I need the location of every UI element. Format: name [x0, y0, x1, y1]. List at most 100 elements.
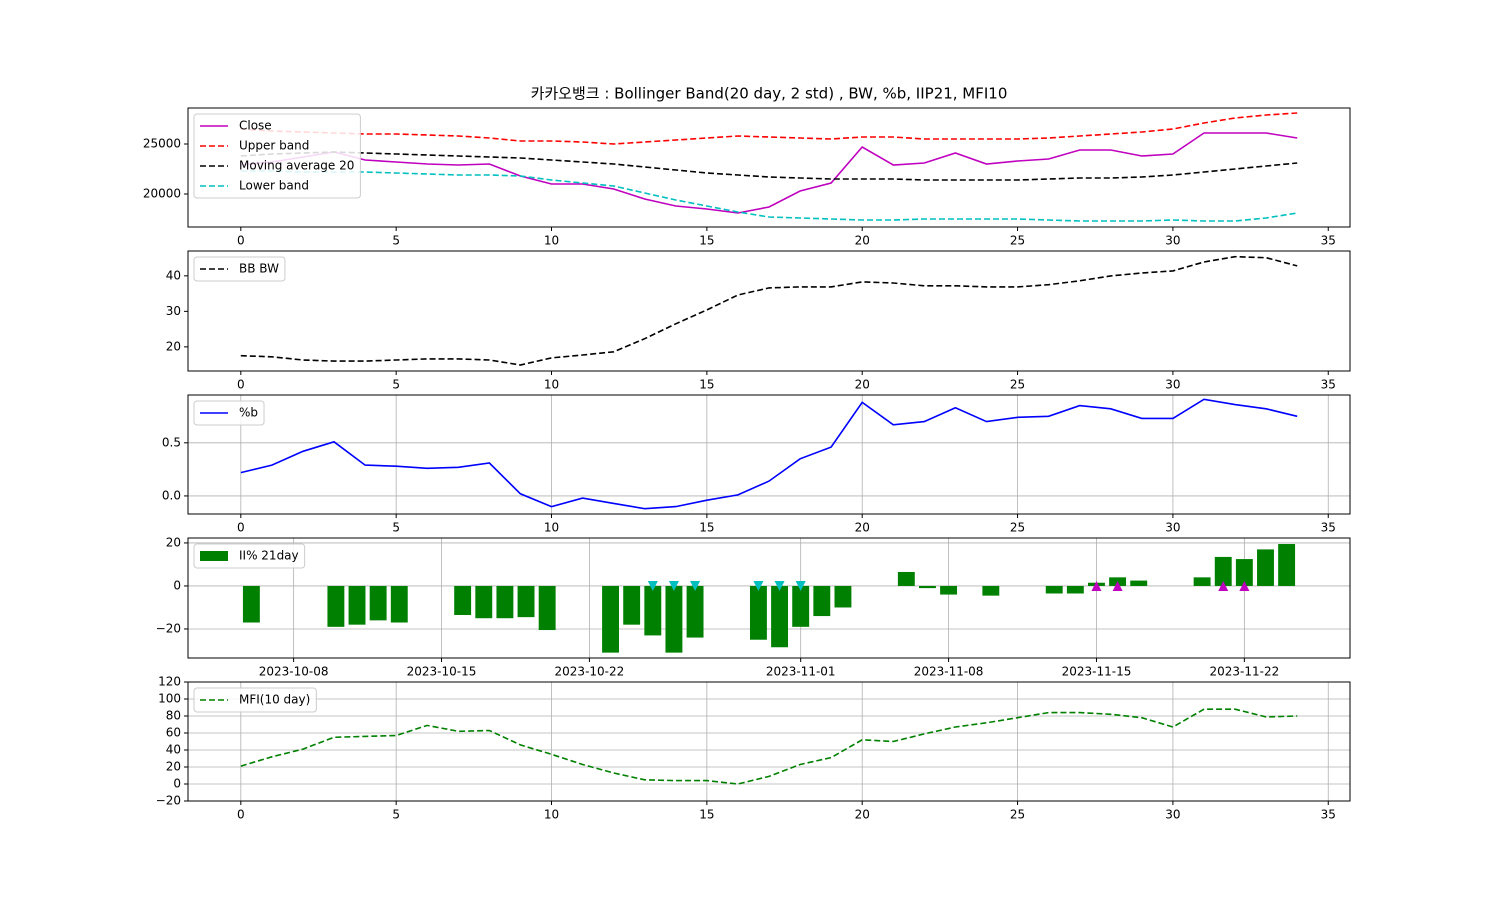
panel: −20 0 20 40 60 80 100 120 0 5 10 15 20 25 30 35 MFI(10 d…	[156, 675, 1351, 822]
axes-frame	[187, 250, 1351, 372]
x-tick-label: 15	[699, 234, 714, 248]
x-tick-label: 15	[699, 808, 714, 822]
bar	[982, 585, 1000, 596]
legend-swatch	[200, 551, 228, 561]
x-tick-label: 25	[1010, 234, 1025, 248]
marker	[1091, 580, 1102, 591]
legend-label: Upper band	[239, 139, 309, 153]
bar	[496, 585, 514, 619]
marker	[1218, 580, 1229, 591]
y-tick-label: 120	[158, 675, 181, 689]
x-tick-label: 0	[237, 808, 245, 822]
x-tick-label: 25	[1010, 808, 1025, 822]
y-tick-label: 0.5	[162, 435, 181, 449]
x-tick-label: 10	[544, 521, 559, 535]
x-tick-label: 30	[1165, 521, 1180, 535]
line	[240, 398, 1298, 510]
axes-frame	[187, 681, 1351, 802]
x-tick-label: 5	[392, 378, 400, 392]
x-tick-label: 20	[855, 521, 870, 535]
bar	[1257, 549, 1274, 586]
bar	[940, 585, 958, 595]
y-tick-label: 0	[173, 777, 181, 791]
bar	[919, 585, 936, 589]
panel: −20 0 20 2023-10-08 2023-10-15 2023-10-22 2023…	[156, 535, 1351, 679]
bar	[771, 585, 789, 648]
x-tick-label: 20	[855, 808, 870, 822]
x-tick-label: 20	[855, 234, 870, 248]
x-tick-label: 10	[544, 234, 559, 248]
y-tick-label: −20	[156, 621, 181, 635]
legend-label: Moving average 20	[239, 159, 354, 173]
marker	[1112, 580, 1123, 591]
y-tick-label: 40	[166, 743, 181, 757]
bar	[623, 585, 641, 625]
x-tick-label: 2023-11-08	[914, 665, 984, 679]
plot-area	[240, 708, 1298, 785]
legend: II% 21day	[193, 543, 306, 569]
x-tick-label: 35	[1321, 234, 1336, 248]
x-tick-label: 5	[392, 234, 400, 248]
bar	[348, 585, 366, 625]
y-tick-label: 100	[158, 692, 181, 706]
panel: 20000 25000 0 5 10 15 20 25 30 35 Close Upper band M…	[143, 107, 1351, 248]
bar	[1193, 577, 1211, 586]
x-tick-label: 25	[1010, 521, 1025, 535]
line	[240, 132, 1298, 214]
line	[240, 708, 1298, 785]
x-tick-label: 5	[392, 808, 400, 822]
y-tick-label: 20	[166, 760, 181, 774]
y-tick-label: 20000	[143, 187, 181, 201]
bar	[897, 571, 915, 586]
legend-label: Lower band	[239, 179, 309, 193]
plot-area	[242, 544, 1296, 653]
x-tick-label: 35	[1321, 521, 1336, 535]
bar	[517, 585, 535, 618]
line	[240, 170, 1298, 222]
x-tick-label: 15	[699, 521, 714, 535]
bar	[369, 585, 387, 621]
legend-label: %b	[239, 406, 258, 420]
y-tick-label: 0	[173, 578, 181, 592]
x-tick-label: 5	[392, 521, 400, 535]
x-tick-label: 30	[1165, 378, 1180, 392]
legend-label: Close	[239, 119, 272, 133]
y-tick-label: 30	[166, 304, 181, 318]
legend: Close Upper band Moving average 20 Lower ba…	[193, 113, 361, 199]
bar	[749, 585, 767, 640]
bar	[454, 585, 472, 615]
marker	[753, 580, 764, 591]
axes-frame	[187, 107, 1351, 228]
x-tick-label: 20	[855, 378, 870, 392]
x-tick-label: 10	[544, 808, 559, 822]
panel: 20 30 40 0 5 10 15 20 25 30 35 BB BW	[166, 250, 1351, 392]
bar	[242, 585, 260, 623]
line	[240, 255, 1298, 366]
bar	[813, 585, 831, 617]
x-tick-label: 0	[237, 234, 245, 248]
x-tick-label: 30	[1165, 234, 1180, 248]
bar	[1066, 585, 1084, 594]
legend: MFI(10 day)	[193, 687, 317, 713]
marker	[795, 580, 806, 591]
legend-box	[193, 400, 265, 426]
bar	[602, 585, 619, 653]
legend-box	[193, 543, 306, 569]
y-tick-label: 80	[166, 709, 181, 723]
y-tick-label: 60	[166, 726, 181, 740]
x-tick-label: 2023-10-22	[555, 665, 625, 679]
x-tick-label: 2023-11-01	[766, 665, 836, 679]
legend-label: MFI(10 day)	[239, 693, 310, 707]
x-tick-label: 0	[237, 378, 245, 392]
bar	[475, 585, 493, 619]
legend-box	[193, 687, 317, 713]
y-tick-label: −20	[156, 794, 181, 808]
line	[240, 112, 1298, 145]
axes-frame	[187, 394, 1351, 515]
axes-frame	[187, 537, 1351, 659]
plot-area	[240, 255, 1298, 366]
bar	[665, 585, 683, 653]
marker	[1239, 580, 1250, 591]
plot-area	[240, 112, 1298, 222]
